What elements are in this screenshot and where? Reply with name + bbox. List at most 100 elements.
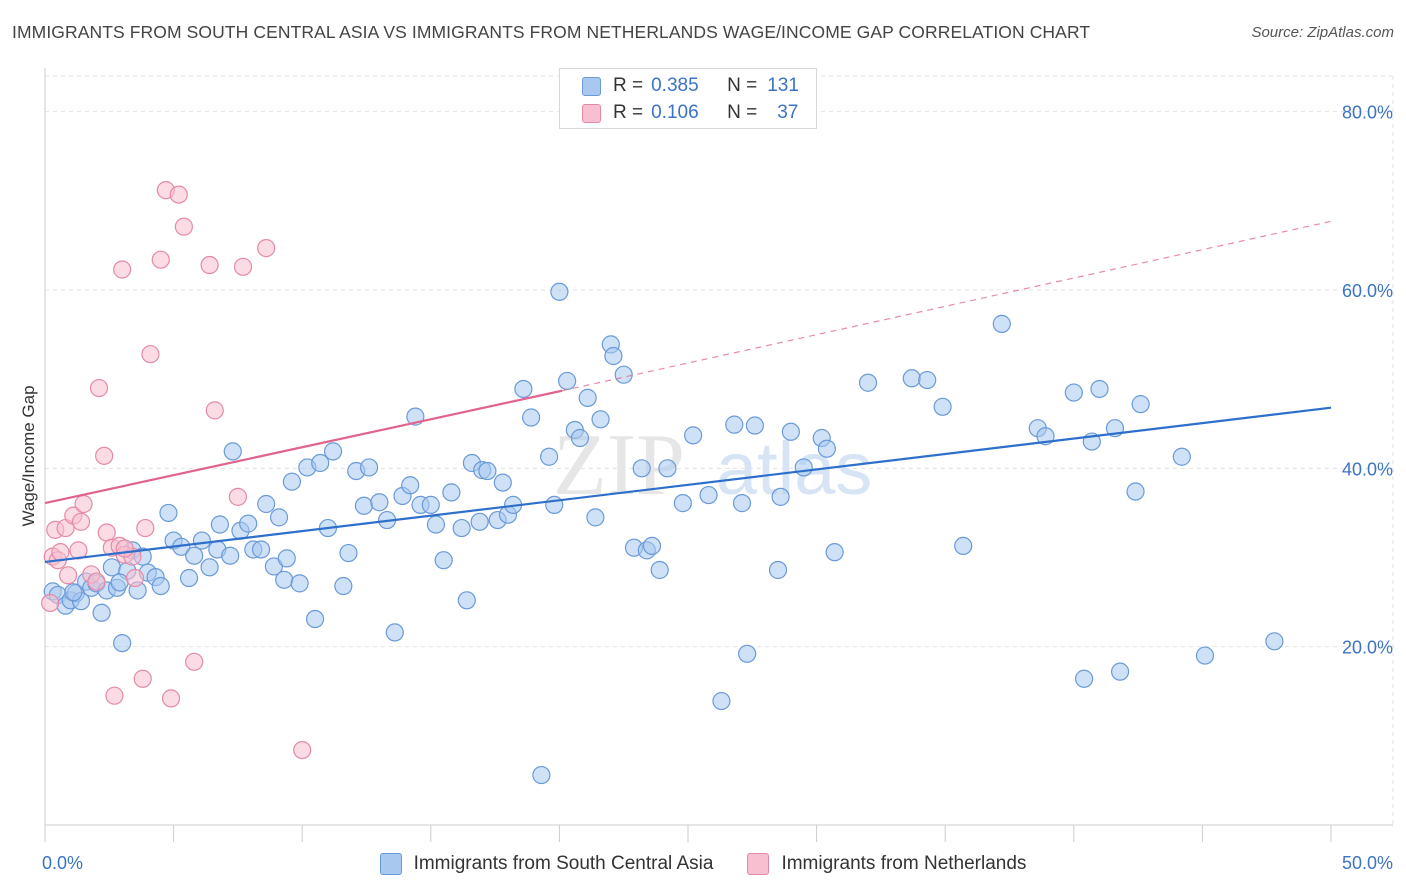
scatter-point — [532, 765, 551, 785]
scatter-point — [545, 495, 564, 514]
legend-r-value: 0.106 — [651, 102, 699, 123]
scatter-point — [113, 633, 132, 653]
trend-line-extension-pink — [561, 220, 1332, 392]
scatter-point — [97, 523, 116, 542]
scatter-point — [161, 689, 181, 708]
scatter-point — [558, 371, 577, 391]
scatter-point — [200, 255, 219, 275]
scatter-point — [257, 494, 276, 514]
series-legend: Immigrants from South Central Asia Immig… — [0, 852, 1406, 876]
scatter-point — [311, 453, 330, 473]
scatter-point — [457, 591, 476, 610]
legend-item-netherlands: Immigrants from Netherlands — [747, 853, 1026, 875]
trend-line-pink — [44, 389, 563, 505]
legend-n-value: 37 — [777, 102, 799, 123]
legend-swatch-pink — [582, 103, 601, 123]
source-label: Source: ZipAtlas.com — [1251, 24, 1394, 41]
scatter-point — [277, 549, 296, 568]
scatter-point — [293, 740, 312, 760]
scatter-point — [74, 494, 93, 514]
scatter-point — [305, 609, 325, 629]
scatter-point — [954, 536, 973, 556]
scatter-point — [282, 472, 302, 491]
chart-title: IMMIGRANTS FROM SOUTH CENTRAL ASIA VS IM… — [12, 22, 1091, 42]
y-tick-label: 80.0% — [1342, 103, 1393, 123]
legend-n-value: 131 — [767, 75, 799, 96]
scatter-point — [251, 540, 271, 559]
legend-n-label: N = — [727, 75, 758, 96]
scatter-point — [185, 546, 204, 565]
scatter-point — [858, 373, 878, 392]
y-tick-label: 20.0% — [1342, 638, 1393, 658]
scatter-point — [478, 461, 497, 481]
scatter-point — [540, 447, 559, 466]
trend-lines — [44, 220, 1332, 564]
y-axis-label: Wage/Income Gap — [19, 385, 38, 526]
scatter-point — [125, 568, 145, 588]
scatter-point — [434, 551, 453, 570]
scatter-point — [110, 573, 129, 592]
legend-r-label: R = — [613, 75, 644, 96]
scatter-point — [902, 369, 921, 388]
scatter-point — [290, 574, 309, 593]
scatter-point — [233, 257, 253, 276]
scatter-point — [732, 494, 752, 513]
scatter-point — [334, 576, 353, 596]
scatter-point — [614, 365, 633, 384]
scatter-point — [228, 487, 247, 506]
scatter-point — [192, 531, 211, 550]
scatter-point — [426, 515, 446, 534]
scatter-point — [136, 518, 155, 538]
scatter-point — [105, 686, 124, 705]
scatter-point — [169, 185, 188, 204]
scatter-point — [51, 543, 70, 562]
scatter-point — [205, 401, 224, 420]
scatter-point — [604, 346, 623, 366]
y-tick-label: 40.0% — [1342, 459, 1393, 479]
scatter-point — [359, 458, 379, 477]
legend-swatch-pink — [747, 853, 770, 875]
x-tick-label: 50.0% — [1342, 853, 1393, 873]
scatter-point — [1090, 379, 1109, 399]
scatter-point — [493, 473, 512, 492]
scatter-point — [89, 378, 109, 398]
scatter-point — [239, 514, 258, 533]
scatter-point — [1195, 646, 1215, 665]
scatter-point — [712, 691, 731, 711]
scatter-point — [586, 508, 605, 527]
scatter-point — [339, 543, 358, 563]
scatter-point — [1064, 383, 1083, 402]
scatter-point — [632, 459, 651, 478]
scatter-point — [221, 546, 240, 565]
scatter-point — [210, 515, 229, 534]
scatter-point — [918, 370, 937, 390]
x-tick-label: 0.0% — [42, 853, 83, 873]
legend-r-label: R = — [613, 102, 644, 123]
scatter-point — [658, 459, 677, 478]
scatter-point — [781, 422, 800, 441]
legend-row-netherlands: R = 0.106 N = 37 — [582, 100, 798, 126]
scatter-point — [179, 568, 199, 588]
legend-item-label: Immigrants from South Central Asia — [413, 853, 714, 874]
scatter-point — [71, 512, 91, 531]
legend-swatch-blue — [379, 853, 402, 875]
scatter-point — [745, 416, 764, 435]
scatter-point — [92, 603, 111, 622]
scatter-point — [738, 644, 757, 663]
scatter-point — [113, 260, 132, 279]
scatter-point — [354, 496, 374, 515]
scatter-point — [817, 439, 836, 458]
scatter-point — [264, 557, 284, 576]
scatter-point — [591, 410, 610, 429]
scatter-point — [794, 458, 813, 477]
scatter-point — [933, 397, 952, 416]
legend-item-label: Immigrants from Netherlands — [781, 853, 1027, 874]
scatter-point — [141, 345, 160, 364]
scatter-point — [115, 539, 134, 558]
scatter-point — [223, 442, 242, 461]
correlation-legend: R = 0.385 N = 131 R = 0.106 N = 37 — [559, 68, 817, 129]
legend-r-value: 0.385 — [651, 75, 699, 96]
scatter-point — [385, 623, 404, 642]
scatter-point — [421, 495, 440, 514]
